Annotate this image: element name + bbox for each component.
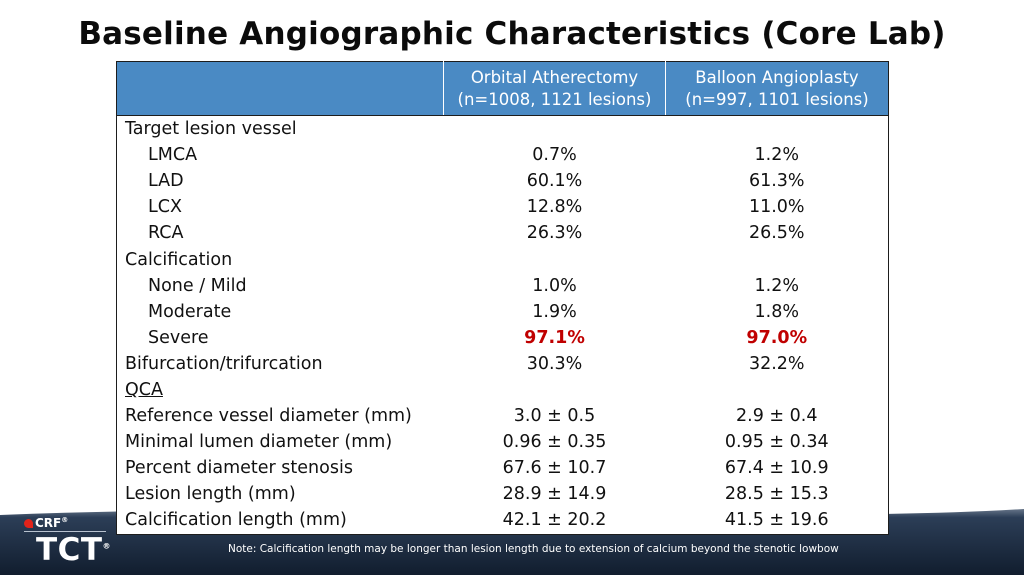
row-label: Severe [116, 324, 444, 351]
header-ba-line1: Balloon Angioplasty [695, 67, 859, 87]
tct-reg-mark: ® [102, 541, 112, 551]
header-blank [116, 61, 444, 116]
slide-title: Baseline Angiographic Characteristics (C… [78, 16, 946, 52]
crf-logo-text: CRF® [24, 516, 68, 530]
ba-value: 2.9 ± 0.4 [665, 403, 889, 430]
footnote: Note: Calcification length may be longer… [228, 543, 839, 555]
oa-value [444, 116, 666, 143]
table-row: Moderate 1.9% 1.8% [116, 298, 889, 325]
table-row: Calcification [116, 246, 889, 273]
row-label: Calcification [116, 246, 444, 273]
table-row: LAD 60.1% 61.3% [116, 168, 889, 195]
table-header-row: Orbital Atherectomy (n=1008, 1121 lesion… [116, 61, 889, 116]
table-row: QCA [116, 376, 889, 404]
ba-value: 1.2% [665, 142, 889, 169]
ba-value: 67.4 ± 10.9 [665, 455, 889, 482]
crf-heart-icon [24, 519, 33, 528]
header-oa-line2: (n=1008, 1121 lesions) [457, 89, 652, 109]
crf-reg-mark: ® [61, 516, 69, 524]
header-ba-line2: (n=997, 1101 lesions) [685, 89, 869, 109]
row-label: LAD [116, 168, 444, 195]
oa-value: 26.3% [526, 223, 583, 244]
ba-value: 1.2% [665, 272, 889, 299]
table-row: None / Mild 1.0% 1.2% [116, 272, 889, 299]
row-label: Bifurcation/trifurcation [116, 350, 444, 377]
crf-text: CRF [35, 516, 62, 530]
row-label: RCA [116, 220, 444, 247]
ba-value [665, 376, 889, 404]
table-row: Minimal lumen diameter (mm) 0.96 ± 0.35 … [116, 429, 889, 456]
table-row: Target lesion vessel [116, 115, 889, 143]
oa-value: 60.1% [526, 171, 583, 192]
crf-tct-logo: CRF® TCT® [24, 516, 124, 568]
oa-value: 1.0% [532, 275, 577, 296]
row-label: Reference vessel diameter (mm) [116, 403, 444, 430]
oa-value: 42.1 ± 20.2 [443, 507, 666, 535]
row-label: Moderate [116, 298, 444, 325]
ba-value-highlight: 97.0% [665, 324, 889, 351]
oa-value: 1.9% [532, 301, 577, 322]
ba-value [665, 246, 889, 273]
table-row: Lesion length (mm) 28.9 ± 14.9 28.5 ± 15… [116, 481, 889, 508]
oa-value [444, 377, 666, 403]
angiographic-table: Orbital Atherectomy (n=1008, 1121 lesion… [116, 61, 889, 535]
ba-value: 26.5% [665, 220, 889, 247]
tct-logo-text: TCT® [36, 532, 111, 568]
oa-value: 67.6 ± 10.7 [502, 458, 607, 479]
table-row: LMCA 0.7% 1.2% [116, 142, 889, 169]
table-row: Percent diameter stenosis 67.6 ± 10.7 67… [116, 455, 889, 482]
oa-value-highlight: 97.1% [524, 327, 585, 348]
oa-value: 30.3% [526, 353, 583, 374]
qca-label: QCA [125, 379, 163, 400]
oa-value: 0.7% [532, 145, 577, 166]
ba-value: 1.8% [665, 298, 889, 325]
header-oa-line1: Orbital Atherectomy [470, 67, 639, 87]
logo-divider [24, 531, 106, 532]
row-label: Target lesion vessel [116, 115, 444, 143]
oa-value: 0.96 ± 0.35 [502, 432, 607, 453]
row-label: LCX [116, 194, 444, 221]
table-row: Calcification length (mm) 42.1 ± 20.2 41… [116, 507, 889, 535]
oa-value: 12.8% [526, 197, 583, 218]
row-label: Calcification length (mm) [116, 507, 444, 535]
ba-value: 32.2% [665, 350, 889, 377]
ba-value: 41.5 ± 19.6 [665, 507, 889, 535]
tct-text: TCT [36, 532, 103, 568]
ba-value: 11.0% [665, 194, 889, 221]
table-row: Reference vessel diameter (mm) 3.0 ± 0.5… [116, 403, 889, 430]
oa-value: 3.0 ± 0.5 [513, 406, 596, 427]
header-orbital-atherectomy: Orbital Atherectomy (n=1008, 1121 lesion… [443, 61, 666, 116]
row-label: Minimal lumen diameter (mm) [116, 429, 444, 456]
oa-value [444, 246, 666, 272]
header-balloon-angioplasty: Balloon Angioplasty (n=997, 1101 lesions… [665, 61, 889, 116]
ba-value: 61.3% [665, 168, 889, 195]
table-row: Bifurcation/trifurcation 30.3% 32.2% [116, 350, 889, 377]
ba-value [665, 115, 889, 143]
table-row: Severe 97.1% 97.0% [116, 324, 889, 351]
oa-value: 28.9 ± 14.9 [502, 484, 607, 505]
table-row: LCX 12.8% 11.0% [116, 194, 889, 221]
row-label: None / Mild [116, 272, 444, 299]
ba-value: 0.95 ± 0.34 [665, 429, 889, 456]
row-label: Percent diameter stenosis [116, 455, 444, 482]
row-label: Lesion length (mm) [116, 481, 444, 508]
row-label-section: QCA [116, 376, 444, 404]
table-row: RCA 26.3% 26.5% [116, 220, 889, 247]
ba-value: 28.5 ± 15.3 [665, 481, 889, 508]
row-label: LMCA [116, 142, 444, 169]
